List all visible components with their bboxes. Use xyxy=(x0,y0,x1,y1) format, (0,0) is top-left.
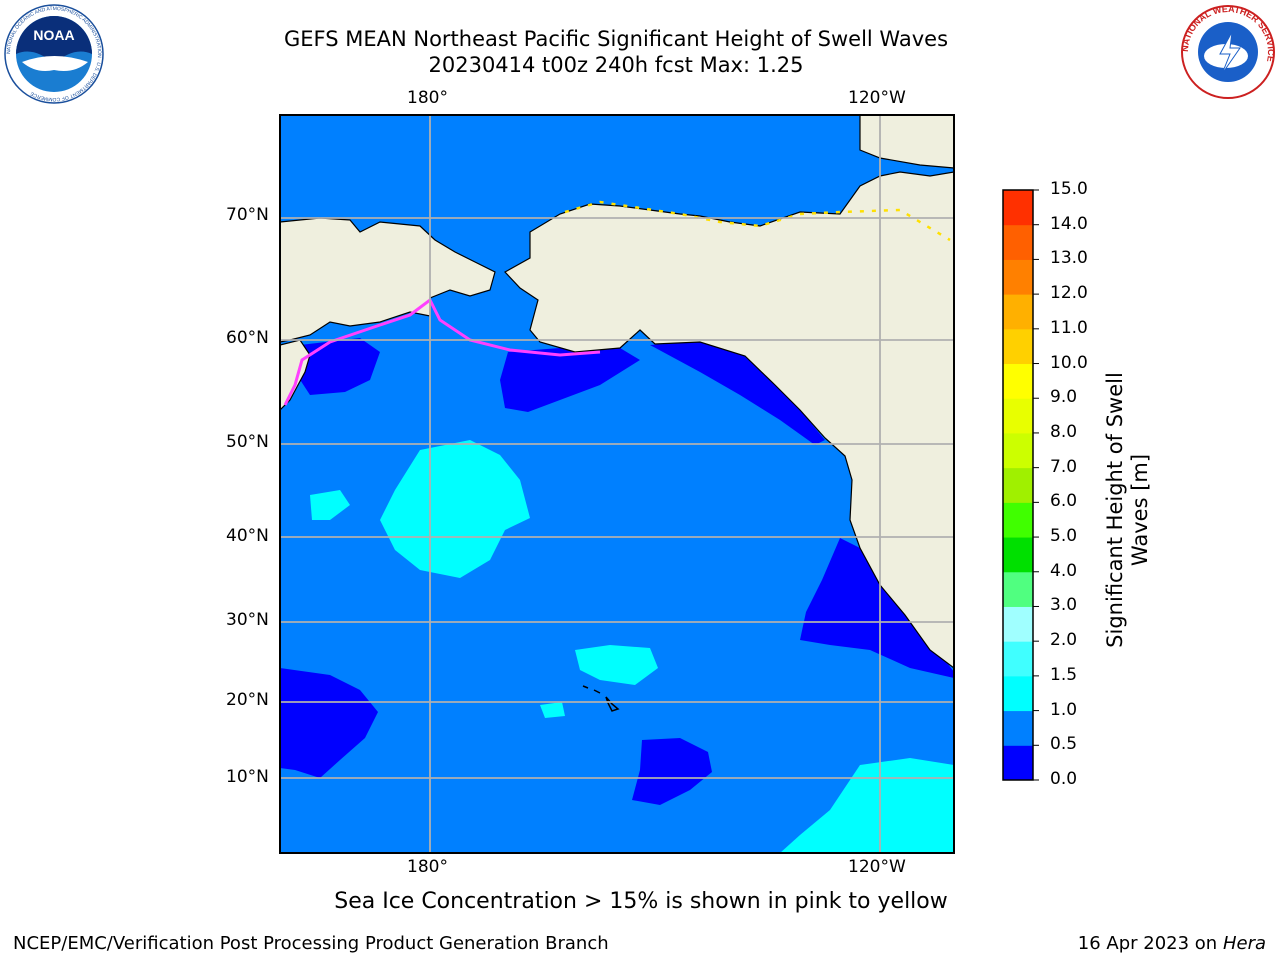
colorbar-tick-label: 3.0 xyxy=(1050,595,1078,616)
lat-label-40n: 40°N xyxy=(226,526,269,546)
colorbar-frame xyxy=(1002,189,1034,781)
high-swell-region-southeast xyxy=(780,758,954,853)
lon-label-bottom-180: 180° xyxy=(407,857,448,877)
noaa-logo-text: NOAA xyxy=(33,27,74,43)
colorbar-tick-label: 7.0 xyxy=(1050,456,1078,477)
colorbar-tick-label: 11.0 xyxy=(1050,317,1088,338)
sea-ice-edge-bering xyxy=(283,297,601,406)
lon-label-bottom-120w: 120°W xyxy=(848,857,906,877)
colorbar-swatch xyxy=(1003,675,1033,712)
colorbar-tick-label: 0.0 xyxy=(1050,769,1078,789)
colorbar-swatch xyxy=(1003,190,1033,226)
land-kamchatka xyxy=(280,339,311,411)
colorbar-tick-label: 12.0 xyxy=(1050,283,1088,304)
lat-label-50n: 50°N xyxy=(226,432,269,452)
lon-label-top-180: 180° xyxy=(407,88,448,108)
map-title: GEFS MEAN Northeast Pacific Significant … xyxy=(283,27,949,51)
colorbar-tick-label: 6.0 xyxy=(1050,491,1078,512)
colorbar-tick-label: 8.0 xyxy=(1050,421,1078,442)
noaa-logo: NOAA NATIONAL OCEANIC AND ATMOSPHERIC AD… xyxy=(4,4,104,104)
colorbar-tick-label: 15.0 xyxy=(1050,179,1088,199)
high-swell-region-east xyxy=(575,645,658,685)
colorbar-swatch xyxy=(1003,363,1033,399)
colorbar-swatch xyxy=(1003,259,1033,295)
lat-label-70n: 70°N xyxy=(226,205,269,225)
colorbar-title: Significant Height of Swell Waves [m] xyxy=(1103,372,1152,648)
high-swell-region-small xyxy=(540,702,565,718)
footer-date-text: 16 Apr 2023 on xyxy=(1077,933,1223,954)
colorbar-swatch xyxy=(1003,294,1033,330)
colorbar-swatch xyxy=(1003,502,1033,538)
colorbar-tick-label: 4.0 xyxy=(1050,560,1078,581)
low-swell-region-gulf-alaska xyxy=(500,348,640,412)
colorbar-swatch xyxy=(1003,224,1033,260)
footer-date: 16 Apr 2023 on Hera xyxy=(1078,933,1266,954)
lat-label-60n: 60°N xyxy=(226,328,269,348)
colorbar-tick-label: 5.0 xyxy=(1050,526,1078,547)
footer-host: Hera xyxy=(1222,933,1266,954)
map-subtitle: 20230414 t00z 240h fcst Max: 1.25 xyxy=(428,53,804,77)
colorbar-tick-label: 9.0 xyxy=(1050,387,1078,408)
lat-label-20n: 20°N xyxy=(226,690,269,710)
nws-logo: NATIONAL WEATHER SERVICE xyxy=(1180,4,1276,99)
lat-label-10n: 10°N xyxy=(226,767,269,787)
colorbar-tick-label: 10.0 xyxy=(1050,352,1088,373)
colorbar-tick-label: 1.5 xyxy=(1050,664,1078,685)
high-swell-region-patch xyxy=(310,490,350,520)
colorbar-swatch xyxy=(1003,641,1033,677)
land-alaska-canada xyxy=(504,171,954,669)
sea-ice-note: Sea Ice Concentration > 15% is shown in … xyxy=(334,889,948,914)
colorbar-swatch xyxy=(1003,710,1033,746)
colorbar-tick-label: 2.0 xyxy=(1050,630,1078,651)
colorbar-swatch xyxy=(1003,745,1033,781)
colorbar-swatch xyxy=(1003,571,1033,607)
lon-label-top-120w: 120°W xyxy=(848,88,906,108)
low-swell-region-california xyxy=(800,538,954,678)
colorbar-tick-label: 0.5 xyxy=(1050,734,1078,755)
colorbar-swatch xyxy=(1003,432,1033,469)
low-swell-region-south xyxy=(632,738,712,805)
map-frame xyxy=(279,114,955,854)
low-swell-region-west xyxy=(280,668,378,778)
colorbar-swatch xyxy=(1003,398,1033,434)
low-swell-region-coast xyxy=(650,342,825,445)
colorbar-swatch xyxy=(1003,537,1033,573)
land-siberia xyxy=(280,217,496,343)
high-swell-region-central xyxy=(380,440,530,578)
colorbar-tick-label: 1.0 xyxy=(1050,699,1078,720)
footer-credit: NCEP/EMC/Verification Post Processing Pr… xyxy=(13,933,609,954)
land-arctic-islands xyxy=(859,115,954,169)
colorbar-tick-label: 14.0 xyxy=(1050,213,1088,234)
colorbar-swatch xyxy=(1003,606,1033,642)
lat-label-30n: 30°N xyxy=(226,610,269,630)
colorbar-tick-label: 13.0 xyxy=(1050,248,1088,269)
colorbar-swatch xyxy=(1003,467,1033,503)
graticule xyxy=(280,115,954,853)
colorbar-swatch xyxy=(1003,328,1033,365)
